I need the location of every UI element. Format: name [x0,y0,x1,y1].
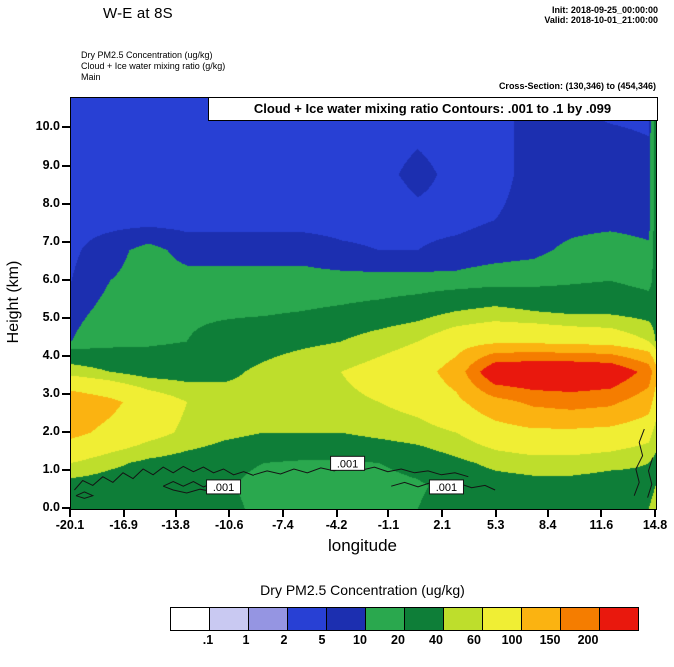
x-axis-tick [228,509,231,517]
colorbar-boundary-label: 1 [242,633,250,647]
x-axis-tick [69,509,71,517]
colorbar-boundary-label: 40 [429,633,443,647]
colorbar-cell [248,607,288,631]
colorbar-cell [599,607,639,631]
y-axis-tick [62,240,70,243]
y-axis-tick-label: 8.0 [42,195,60,210]
model-times: Init: 2018-09-25_00:00:00 Valid: 2018-10… [544,5,658,25]
x-axis-tick [654,509,656,517]
figure-title: W-E at 8S [103,5,173,22]
field-pm25-label: Dry PM2.5 Concentration (ug/kg) [81,50,213,60]
x-axis-tick [494,509,497,517]
colorbar-cell [443,607,483,631]
y-axis-tick-label: 9.0 [42,157,60,172]
x-axis-tick-label: -13.8 [161,518,190,532]
cloud-contour-overlay: .001 .001 .001 [74,428,654,499]
y-axis-tick [62,468,70,471]
x-axis-tick [387,509,390,517]
colorbar-cell [209,607,249,631]
x-axis-tick-label: -4.2 [325,518,348,532]
x-axis-tick [174,509,177,517]
cloud-contour-line [647,457,654,498]
x-axis-tick [600,509,603,517]
model-domain-label: Main [81,72,101,82]
x-axis-tick-label: 5.3 [487,518,505,532]
colorbar-boundary-label: 100 [501,633,523,647]
colorbar-boundary-label: 2 [280,633,288,647]
y-axis-tick [62,278,70,281]
y-axis-tick [62,430,70,433]
colorbar-boundary-label: 10 [353,633,367,647]
colorbar-cell [365,607,405,631]
field-list: Dry PM2.5 Concentration (ug/kg) Cloud + … [81,50,225,83]
colorbar-cell [404,607,444,631]
y-axis-tick-label: 3.0 [42,385,60,400]
colorbar-cell [287,607,327,631]
x-axis-tick-label: -20.1 [55,518,85,532]
cross-section-coords: Cross-Section: (130,346) to (454,346) [498,81,656,91]
y-axis-tick [62,354,70,357]
colorbar-boundary-label: 150 [539,633,561,647]
valid-time: Valid: 2018-10-01_21:00:00 [544,15,658,25]
x-axis-tick [122,509,125,517]
y-axis-tick-label: 4.0 [42,347,60,362]
x-axis-tick [441,509,444,517]
x-axis-tick-label: -16.9 [109,518,138,532]
y-axis-tick [62,202,70,205]
field-cloud-ice-label: Cloud + Ice water mixing ratio (g/kg) [81,61,226,71]
x-axis-tick [335,509,338,517]
colorbar-cell [560,607,600,631]
colorbar-cell [482,607,522,631]
x-axis-tick-label: -10.6 [214,518,244,532]
y-axis-tick [62,392,70,395]
contour-label-box [428,479,464,495]
contour-label: .001 [213,482,234,494]
y-axis-tick-label: 2.0 [42,423,60,438]
contour-info-banner: Cloud + Ice water mixing ratio Contours:… [207,96,658,121]
y-axis-tick [62,126,70,129]
colorbar [170,607,639,631]
x-axis-tick-label: 11.6 [589,518,614,532]
pm25-field-canvas [71,98,656,509]
colorbar-cell [521,607,561,631]
colorbar-boundary-label: 60 [467,633,481,647]
x-axis-tick-label: 14.8 [642,518,668,532]
y-axis-tick-label: 10.0 [35,119,60,134]
colorbar-cell [170,607,210,631]
colorbar-cell [326,607,366,631]
x-axis-tick-label: -1.1 [377,518,400,532]
x-axis-tick-label: 8.4 [539,518,557,532]
y-axis-tick-label: 5.0 [42,309,60,324]
x-axis-tick [546,509,549,517]
contour-label-box [330,455,366,471]
y-axis-tick-label: 6.0 [42,271,60,286]
y-axis-tick [62,164,70,167]
init-time: Init: 2018-09-25_00:00:00 [551,5,658,15]
contour-label: .001 [436,482,457,494]
x-axis-tick-label: 2.1 [433,518,451,532]
x-axis-tick [281,509,284,517]
y-axis-tick-label: 0.0 [42,500,60,514]
cloud-contour-line [633,428,645,496]
y-axis-tick [62,316,70,319]
colorbar-boundary-label: 20 [391,633,405,647]
y-axis-tick-label: 7.0 [42,233,60,248]
plot-area: .001 .001 .001 Cloud + Ice water mixing ra… [70,96,658,510]
y-axis-tick [62,507,70,509]
colorbar-boundary-label: .1 [202,633,214,647]
x-axis-tick-label: -7.4 [272,518,294,532]
contour-label-box [206,479,242,495]
colorbar-title: Dry PM2.5 Concentration (ug/kg) [260,582,465,598]
cloud-contour-line [74,465,254,491]
y-axis-tick-label: 1.0 [42,461,60,476]
x-axis-label: longitude [327,536,397,555]
colorbar-boundary-label: 5 [318,633,326,647]
colorbar-boundary-label: 200 [577,633,599,647]
contour-label: .001 [337,458,358,470]
cloud-contour-line [75,491,95,499]
